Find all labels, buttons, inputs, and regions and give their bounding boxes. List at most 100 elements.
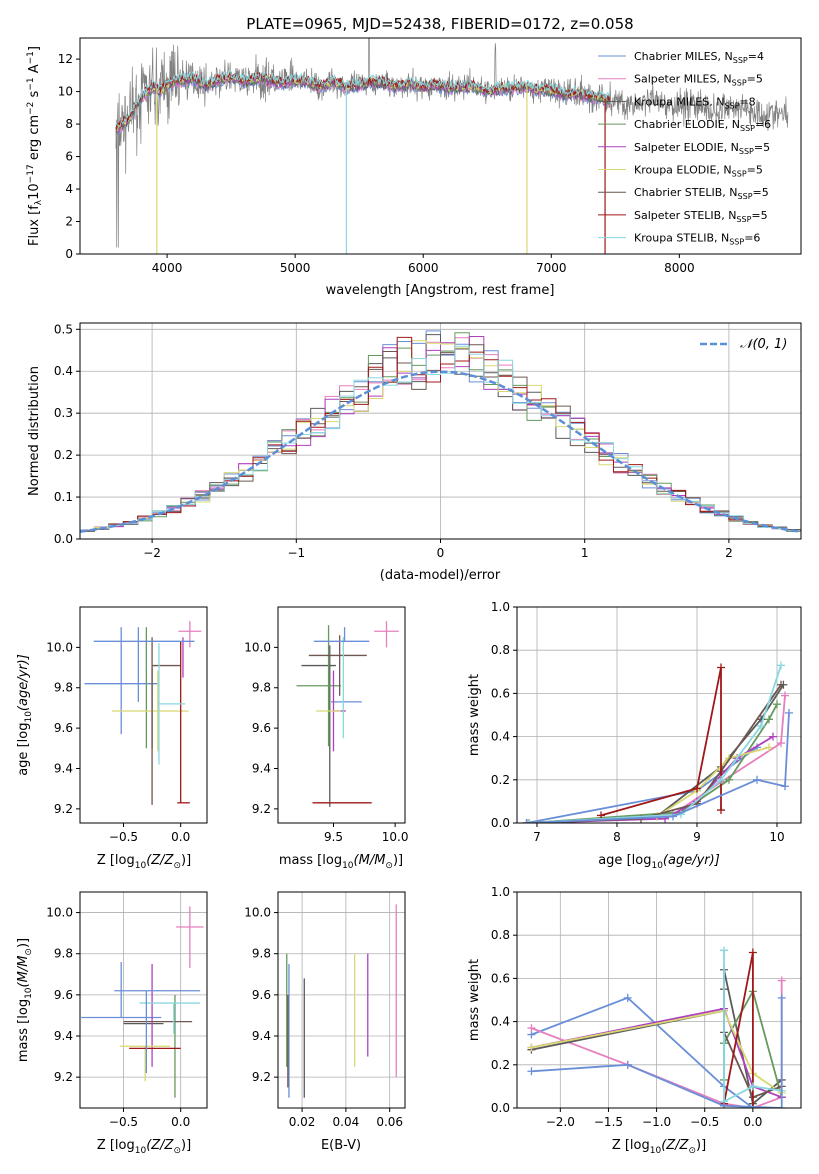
x-tick-label: −2.0	[546, 1115, 575, 1129]
y-tick-label: 0.4	[54, 364, 73, 378]
massweight-marker	[669, 812, 677, 821]
ebv-mass-panel: 0.02 0.04 0.06 9.2 9.4 9.6 9.8 10.0 E(B-V)	[244, 891, 406, 1153]
spectrum-panel: 4000 5000 6000 7000 8000 0 2 4 6 8 10 12 wavelength…	[26, 37, 802, 298]
legend-entry-label: Salpeter MILES, NSSP=5	[634, 73, 763, 88]
spectrum-ylabel: Flux [fλ10−17 erg cm−2 s−1 A−1]	[26, 46, 44, 246]
x-tick-label: 4000	[152, 261, 183, 275]
massweight-grid	[517, 606, 801, 824]
massweight-series-line	[723, 950, 782, 1103]
massweight-marker	[748, 1082, 757, 1091]
massweight-marker	[781, 782, 789, 791]
legend-entry-label: Kroupa ELODIE, NSSP=5	[634, 164, 763, 179]
y-tick-label: 9.8	[54, 947, 73, 961]
errorbar-point	[178, 621, 202, 648]
errorbar-grid	[278, 892, 405, 1108]
errorbar-point	[93, 627, 195, 702]
x-tick-label: 7000	[536, 261, 567, 275]
massweight-marker	[777, 1104, 786, 1108]
z-age-ylabel: age [log10(age/yr)]	[16, 654, 34, 776]
legend-entry-label: Kroupa STELIB, NSSP=6	[634, 232, 760, 247]
x-tick-label: 10.0	[382, 830, 409, 844]
age-massweight-ylabel: mass weight	[467, 674, 482, 756]
errorbar-point	[374, 621, 399, 648]
y-tick-label: 0.1	[54, 490, 73, 504]
y-tick-label: 9.2	[252, 1070, 271, 1084]
massweight-marker	[527, 1067, 536, 1076]
y-tick-label: 0.2	[54, 448, 73, 462]
y-tick-label: 9.4	[54, 1029, 73, 1043]
y-tick-label: 9.2	[54, 1070, 73, 1084]
spectrum-frame	[79, 37, 802, 255]
figure-title: PLATE=0965, MJD=52438, FIBERID=0172, z=0…	[246, 15, 633, 33]
massweight-marker	[717, 775, 725, 784]
y-tick-label: 0.0	[54, 532, 73, 546]
legend-entry-label: Kroupa MILES, NSSP=8	[634, 95, 756, 110]
errorbar-point	[151, 637, 181, 805]
errorbar-point	[81, 961, 162, 1019]
z-massweight-panel: −2.0 −1.5 −1.0 −0.5 0.0 0.0 0.2 0.4 0.6 0.8 1.0 Z …	[467, 885, 802, 1156]
massweight-marker	[753, 775, 761, 784]
massweight-grid	[517, 891, 801, 1109]
massweight-lines	[522, 661, 793, 823]
normal-curve-line	[80, 370, 801, 533]
errorbar-point	[176, 906, 204, 969]
massweight-marker	[777, 976, 786, 985]
y-tick-label: 0.8	[491, 643, 510, 657]
spectrum-legend: Chabrier MILES, NSSP=4 Salpeter MILES, NS…	[598, 50, 771, 247]
z-mass-frame	[79, 891, 208, 1109]
massweight-marker	[693, 784, 701, 793]
massweight-marker	[527, 1043, 536, 1052]
x-tick-label: −2	[143, 546, 161, 560]
massweight-marker	[748, 1104, 757, 1108]
y-tick-label: 2	[65, 215, 73, 229]
errorbar-points	[296, 621, 399, 807]
y-tick-label: 10.0	[244, 640, 271, 654]
errorbar-point	[114, 990, 201, 1074]
massweight-marker	[623, 1060, 632, 1069]
histogram-ylabel: Normed distribution	[27, 366, 42, 496]
y-tick-label: 4	[65, 182, 73, 196]
normal-legend-label: 𝒩(0, 1)	[740, 337, 787, 352]
massweight-marker	[785, 708, 793, 717]
x-tick-label: −1	[287, 546, 305, 560]
y-tick-label: 0.2	[491, 1058, 510, 1072]
errorbar-point	[84, 627, 159, 735]
legend-entry-label: Chabrier STELIB, NSSP=5	[634, 186, 769, 201]
errorbar-points	[81, 906, 204, 1098]
y-tick-label: 0.6	[491, 971, 510, 985]
ebv-mass-xlabel: E(B-V)	[321, 1138, 361, 1153]
y-tick-label: 1.0	[491, 600, 510, 614]
y-tick-label: 0.5	[54, 322, 73, 336]
x-tick-label: 9.5	[324, 830, 343, 844]
x-tick-label: 6000	[408, 261, 439, 275]
x-tick-label: −1.0	[642, 1115, 671, 1129]
y-tick-label: 9.2	[252, 802, 271, 816]
y-tick-label: 0.3	[54, 406, 73, 420]
z-mass-ylabel: mass [log10(M/M⊙)]	[16, 938, 34, 1062]
massweight-series-line	[531, 1009, 783, 1094]
errorbar-point	[112, 670, 189, 752]
y-tick-label: 9.8	[54, 681, 73, 695]
z-mass-xlabel: Z [log10(Z/Z⊙)]	[97, 1138, 191, 1156]
x-tick-label: −1.5	[594, 1115, 623, 1129]
ebv-mass-frame	[277, 891, 406, 1109]
y-tick-label: 9.6	[54, 988, 73, 1002]
massweight-marker	[717, 806, 725, 815]
x-tick-label: 8	[613, 830, 621, 844]
x-tick-label: 0.04	[333, 1115, 360, 1129]
age-massweight-frame	[516, 606, 802, 824]
massweight-marker	[765, 715, 773, 724]
y-tick-label: 10.0	[244, 906, 271, 920]
massweight-marker	[781, 691, 789, 700]
massweight-marker	[777, 739, 785, 748]
x-tick-label: 10	[769, 830, 784, 844]
z-age-frame	[79, 606, 208, 824]
massweight-marker	[748, 948, 757, 957]
spectrum-xlabel: wavelength [Angstrom, rest frame]	[326, 283, 555, 298]
z-massweight-xlabel: Z [log10(Z/Z⊙)]	[612, 1138, 706, 1156]
z-mass-panel: −0.5 0.09.29.49.69.810.0 Z [log10(Z/Z⊙)] …	[16, 891, 208, 1156]
y-tick-label: 1.0	[491, 885, 510, 899]
x-tick-label: 8000	[664, 261, 695, 275]
massweight-marker	[769, 732, 777, 741]
legend-entry-label: Salpeter STELIB, NSSP=5	[634, 209, 768, 224]
